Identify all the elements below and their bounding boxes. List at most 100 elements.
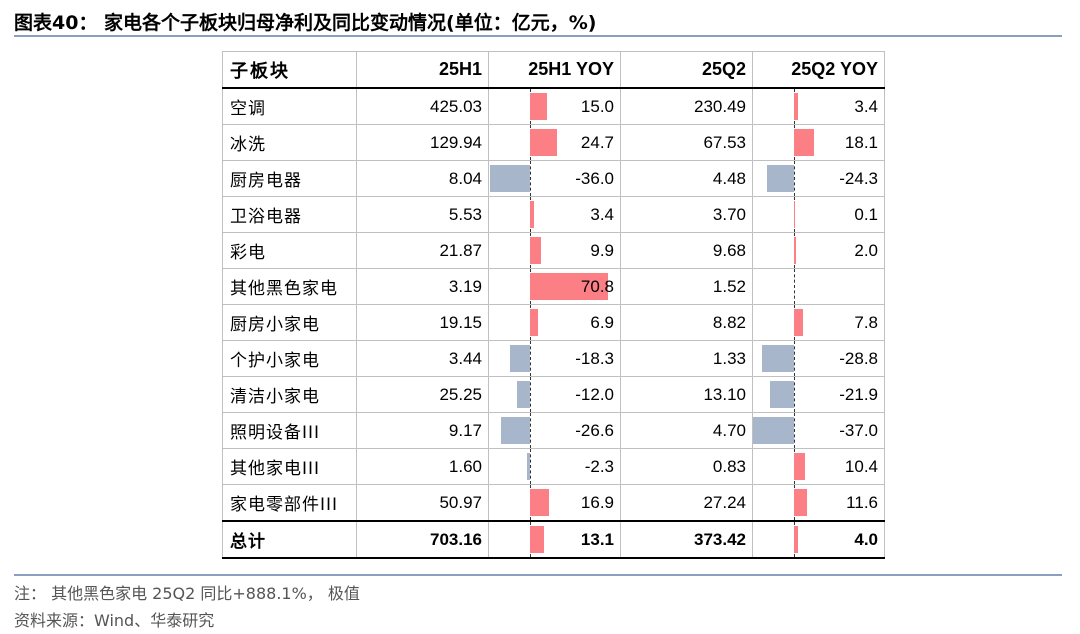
yoy-value: -12.0 <box>575 385 614 404</box>
yoy-value: 24.7 <box>580 133 614 152</box>
header-25h1: 25H1 <box>356 51 489 89</box>
yoy-25h1-cell: 3.4 <box>488 196 621 233</box>
source-line: 资料来源：Wind、华泰研究 <box>14 611 215 630</box>
table-row: 照明设备III 9.17 -26.6 4.70 -37.0 <box>222 412 885 449</box>
yoy-25q2-cell: 2.0 <box>752 232 885 269</box>
yoy-25q2-cell: 18.1 <box>752 124 885 161</box>
yoy-25h1-cell: 70.8 <box>488 268 621 305</box>
table-row: 清洁小家电 25.25 -12.0 13.10 -21.9 <box>222 376 885 413</box>
yoy-bar-positive <box>530 93 547 120</box>
value-25q2: 67.53 <box>620 124 753 161</box>
value-25q2: 373.42 <box>620 520 753 559</box>
subsector-name: 照明设备III <box>222 412 357 449</box>
yoy-value: 7.8 <box>854 313 878 332</box>
value-25q2: 8.82 <box>620 304 753 341</box>
zero-axis-line <box>530 161 531 196</box>
yoy-bar-positive <box>530 309 538 336</box>
yoy-bar-negative <box>769 381 794 408</box>
subsector-name: 家电零部件III <box>222 484 357 522</box>
yoy-25h1-cell: 6.9 <box>488 304 621 341</box>
yoy-25q2-cell <box>752 268 885 305</box>
yoy-bar-positive <box>530 201 534 228</box>
value-25h1: 5.53 <box>356 196 489 233</box>
header-subsector: 子板块 <box>222 51 357 89</box>
yoy-25q2-cell: 10.4 <box>752 448 885 485</box>
yoy-value: 4.0 <box>854 530 878 549</box>
yoy-value: 2.0 <box>854 241 878 260</box>
yoy-bar-negative <box>490 165 530 192</box>
value-25q2: 4.48 <box>620 160 753 197</box>
yoy-bar-positive <box>794 237 797 264</box>
yoy-25h1-cell: -2.3 <box>488 448 621 485</box>
yoy-bar-positive <box>794 489 807 516</box>
zero-axis-line <box>530 377 531 412</box>
yoy-bar-positive <box>794 309 803 336</box>
subsector-name: 彩电 <box>222 232 357 269</box>
yoy-25q2-cell: -28.8 <box>752 340 885 377</box>
yoy-25h1-cell: -36.0 <box>488 160 621 197</box>
value-25h1: 25.25 <box>356 376 489 413</box>
yoy-value: 3.4 <box>854 97 878 116</box>
yoy-bar-positive <box>794 129 814 156</box>
yoy-25q2-cell: 0.1 <box>752 196 885 233</box>
subsector-name: 厨房小家电 <box>222 304 357 341</box>
yoy-25q2-cell: -24.3 <box>752 160 885 197</box>
value-25q2: 9.68 <box>620 232 753 269</box>
yoy-25q2-cell: -37.0 <box>752 412 885 449</box>
value-25h1: 129.94 <box>356 124 489 161</box>
subsector-name: 清洁小家电 <box>222 376 357 413</box>
subsector-name: 其他家电III <box>222 448 357 485</box>
yoy-bar-positive <box>530 489 549 516</box>
yoy-value: 16.9 <box>580 493 614 512</box>
yoy-25q2-cell: 7.8 <box>752 304 885 341</box>
value-25h1: 9.17 <box>356 412 489 449</box>
subsector-name: 卫浴电器 <box>222 196 357 233</box>
yoy-25q2-cell: -21.9 <box>752 376 885 413</box>
value-25q2: 4.70 <box>620 412 753 449</box>
value-25q2: 13.10 <box>620 376 753 413</box>
zero-axis-line <box>530 449 531 484</box>
figure-title: 图表40： 家电各个子板块归母净利及同比变动情况(单位：亿元，%) <box>14 12 597 34</box>
zero-axis-line <box>794 269 795 304</box>
yoy-bar-positive <box>794 453 806 480</box>
subsector-name: 个护小家电 <box>222 340 357 377</box>
value-25q2: 0.83 <box>620 448 753 485</box>
yoy-value: 15.0 <box>580 97 614 116</box>
yoy-25h1-cell: 16.9 <box>488 484 621 522</box>
zero-axis-line <box>794 341 795 376</box>
yoy-25q2-cell: 11.6 <box>752 484 885 522</box>
table-row: 厨房电器 8.04 -36.0 4.48 -24.3 <box>222 160 885 197</box>
header-25q2-yoy: 25Q2 YOY <box>752 51 885 89</box>
yoy-value: 6.9 <box>590 313 614 332</box>
yoy-25h1-cell: -12.0 <box>488 376 621 413</box>
value-25q2: 230.49 <box>620 87 753 125</box>
yoy-value: 13.1 <box>580 530 614 549</box>
yoy-value: 70.8 <box>580 277 614 296</box>
table-row: 其他黑色家电 3.19 70.8 1.52 <box>222 268 885 305</box>
value-25q2: 1.52 <box>620 268 753 305</box>
yoy-25q2-cell: 3.4 <box>752 87 885 125</box>
zero-axis-line <box>530 341 531 376</box>
yoy-bar-positive <box>530 526 545 553</box>
value-25h1: 19.15 <box>356 304 489 341</box>
yoy-bar-positive <box>794 93 798 120</box>
value-25h1: 1.60 <box>356 448 489 485</box>
yoy-bar-negative <box>516 381 530 408</box>
header-25q2: 25Q2 <box>620 51 753 89</box>
yoy-value: -36.0 <box>575 169 614 188</box>
yoy-25q2-cell: 4.0 <box>752 520 885 559</box>
yoy-bar-negative <box>767 165 794 192</box>
yoy-25h1-cell: 9.9 <box>488 232 621 269</box>
yoy-value: -37.0 <box>839 421 878 440</box>
value-25h1: 703.16 <box>356 520 489 559</box>
zero-axis-line <box>530 413 531 448</box>
yoy-value: -26.6 <box>575 421 614 440</box>
yoy-value: 0.1 <box>854 205 878 224</box>
yoy-value: -18.3 <box>575 349 614 368</box>
subsector-name: 冰洗 <box>222 124 357 161</box>
yoy-value: 10.4 <box>844 457 878 476</box>
yoy-bar-positive <box>530 273 608 300</box>
header-row: 子板块 25H1 25H1 YOY 25Q2 25Q2 YOY <box>222 51 885 89</box>
top-rule <box>14 35 1062 37</box>
table-row: 厨房小家电 19.15 6.9 8.82 7.8 <box>222 304 885 341</box>
